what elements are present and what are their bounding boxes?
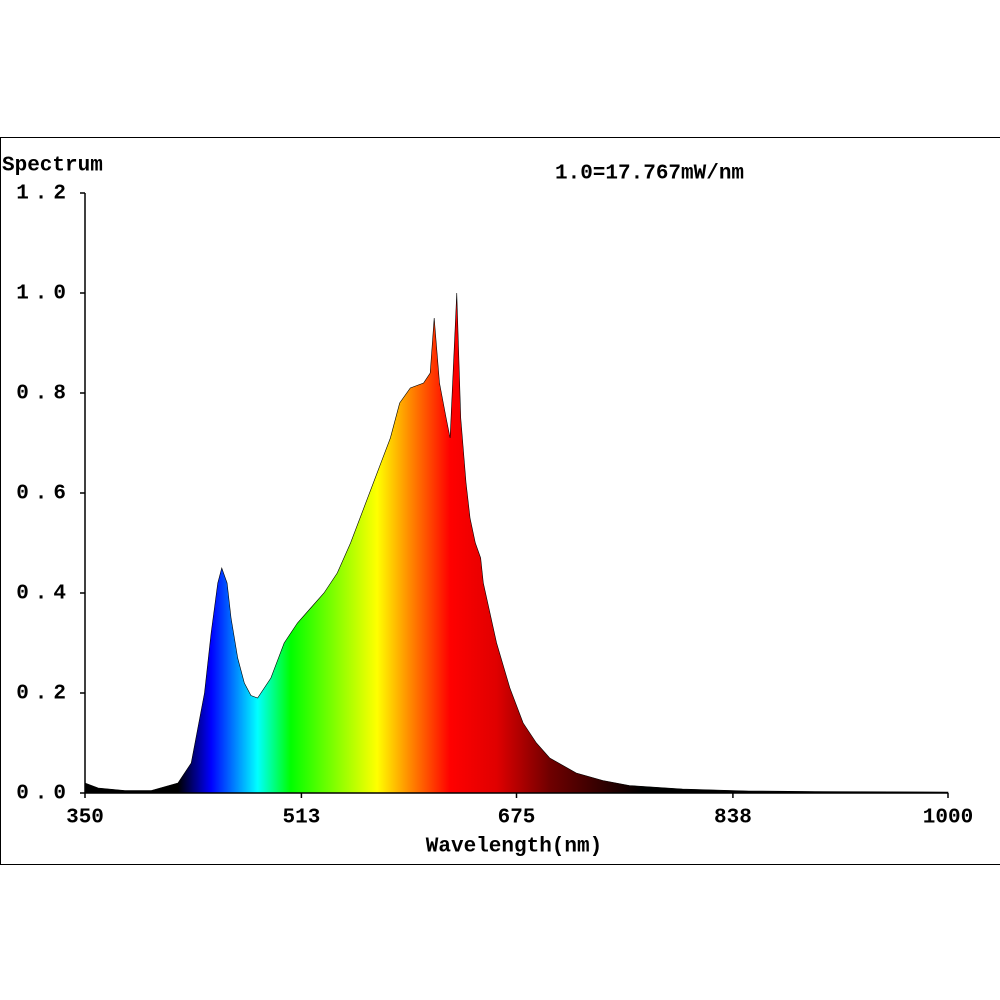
y-tick-label: 0.6 — [16, 483, 72, 506]
x-tick-label: 838 — [714, 807, 752, 830]
frame — [0, 137, 1000, 865]
y-tick-label: 1.0 — [16, 283, 72, 306]
y-tick-label: 0.2 — [16, 683, 72, 706]
x-tick-label: 675 — [498, 807, 536, 830]
x-tick-label: 1000 — [923, 807, 973, 830]
x-tick-label: 350 — [66, 807, 104, 830]
x-axis-label: Wavelength(nm) — [426, 836, 602, 859]
x-tick-label: 513 — [283, 807, 321, 830]
y-tick-label: 0.8 — [16, 383, 72, 406]
y-tick-label: 0.0 — [16, 783, 72, 806]
chart-title: Spectrum — [2, 155, 103, 178]
annotation: 1.0=17.767mW/nm — [555, 163, 744, 186]
spectrum-area — [84, 292, 949, 794]
y-tick-label: 1.2 — [16, 183, 72, 206]
y-tick-label: 0.4 — [16, 583, 72, 606]
